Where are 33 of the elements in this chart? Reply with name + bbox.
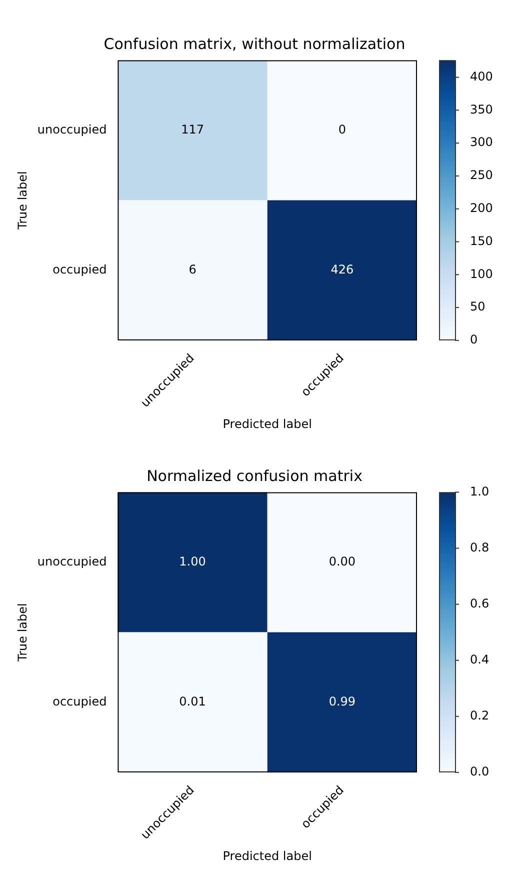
x-axis-title: Predicted label: [222, 848, 312, 863]
y-tick-label: unoccupied: [37, 122, 107, 136]
color-bar-label: 0: [470, 332, 478, 347]
color-bar-label: 400: [470, 69, 493, 84]
color-bar-label: 200: [470, 200, 493, 215]
color-bar-label: 100: [470, 266, 493, 281]
color-bar-label: 350: [470, 102, 493, 116]
x-axis-title: Predicted label: [222, 416, 312, 431]
data-label: 0.00: [328, 554, 356, 568]
color-bar-label: 0.6: [470, 596, 490, 610]
chart-title: Confusion matrix, without normalization: [104, 35, 406, 54]
color-bar-label: 0.2: [470, 708, 490, 722]
y-tick-label: occupied: [52, 262, 107, 276]
y-tick-label: occupied: [52, 694, 107, 708]
data-label: 0.01: [179, 694, 206, 708]
color-bar-label: 0.4: [470, 652, 490, 666]
data-label: 6: [188, 262, 196, 276]
data-label: 0.99: [328, 694, 356, 708]
y-axis-title: True label: [15, 603, 30, 662]
color-bar-label: 0.8: [470, 540, 490, 554]
data-label: 117: [181, 122, 204, 136]
y-tick-label: unoccupied: [37, 554, 107, 568]
data-label: 426: [330, 262, 354, 276]
y-axis-title: True label: [15, 171, 30, 230]
color-bar-label: 300: [470, 135, 493, 150]
color-bar-label: 50: [470, 300, 486, 314]
color-bar-label: 1.0: [470, 484, 490, 498]
color-bar-label: 150: [470, 234, 493, 248]
color-bar-label: 250: [470, 168, 493, 182]
chart-title: Normalized confusion matrix: [146, 467, 363, 486]
data-label: 1.00: [179, 554, 206, 568]
color-bar-label: 0.0: [470, 764, 490, 779]
data-label: 0: [338, 122, 346, 136]
